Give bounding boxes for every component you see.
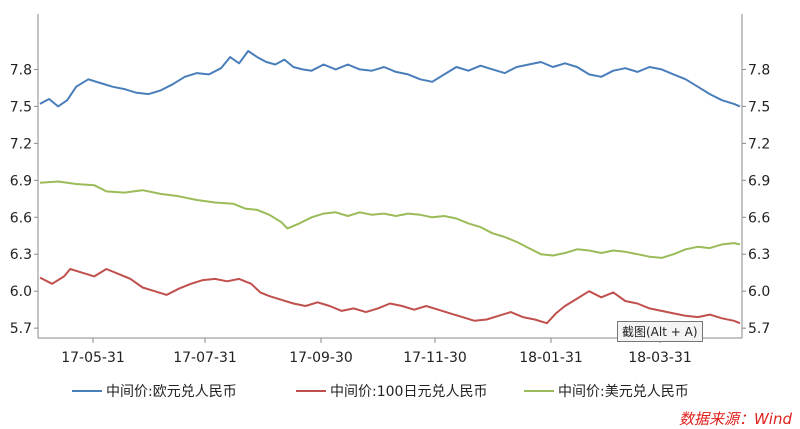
- x-tick-label: 18-03-31: [628, 350, 692, 366]
- x-tick-label: 17-07-31: [173, 350, 237, 366]
- legend-item-2: 中间价:100日元兑人民币: [296, 380, 487, 402]
- legend-swatch: [72, 390, 102, 392]
- legend-label: 中间价:欧元兑人民币: [106, 384, 237, 400]
- legend-item-1: 中间价:欧元兑人民币: [72, 380, 237, 402]
- x-tick-label: 17-09-30: [289, 350, 353, 366]
- chart-axes: [34, 14, 746, 343]
- chart-tick-labels: 5.7 5.7 6.0 6.0 6.3 6.3 6.6 6.6 6.9 6.9 7.2 7.2 7.5 7…: [10, 62, 771, 366]
- chart-series-lines: [39, 50, 741, 325]
- data-source-note: 数据来源：Wind: [678, 410, 792, 428]
- series-line-2: [39, 268, 741, 325]
- legend-swatch: [524, 390, 554, 392]
- series-line-1: [39, 50, 741, 108]
- x-tick-label: 17-05-31: [61, 350, 125, 366]
- chart-legend: 中间价:欧元兑人民币 中间价:100日元兑人民币 中间价:美元兑人民币: [0, 380, 800, 402]
- y-tick-label-right: 6.6: [748, 210, 770, 226]
- y-tick-label-right: 6.0: [748, 284, 770, 300]
- x-tick-label: 18-01-31: [519, 350, 583, 366]
- y-tick-label-right: 7.2: [748, 136, 770, 152]
- y-tick-label-right: 5.7: [748, 321, 770, 337]
- y-tick-label-left: 6.9: [10, 173, 32, 189]
- y-tick-label-left: 7.5: [10, 99, 32, 115]
- y-tick-label-left: 7.2: [10, 136, 32, 152]
- legend-label: 中间价:美元兑人民币: [558, 384, 689, 400]
- y-tick-label-left: 6.6: [10, 210, 32, 226]
- series-line-3: [39, 180, 741, 259]
- screenshot-tooltip: 截图(Alt + A): [617, 321, 703, 342]
- y-tick-label-left: 6.0: [10, 284, 32, 300]
- legend-item-3: 中间价:美元兑人民币: [524, 380, 689, 402]
- x-tick-label: 17-11-30: [403, 350, 467, 366]
- y-tick-label-right: 6.3: [748, 247, 770, 263]
- y-tick-label-right: 6.9: [748, 173, 770, 189]
- y-tick-label-right: 7.5: [748, 99, 770, 115]
- legend-label: 中间价:100日元兑人民币: [330, 384, 488, 400]
- line-chart: 5.7 5.7 6.0 6.0 6.3 6.3 6.6 6.6 6.9 6.9 7.2 7.2 7.5 7…: [10, 14, 771, 366]
- y-tick-label-right: 7.8: [748, 62, 770, 78]
- y-tick-label-left: 7.8: [10, 62, 32, 78]
- y-tick-label-left: 5.7: [10, 321, 32, 337]
- y-tick-label-left: 6.3: [10, 247, 32, 263]
- legend-swatch: [296, 390, 326, 392]
